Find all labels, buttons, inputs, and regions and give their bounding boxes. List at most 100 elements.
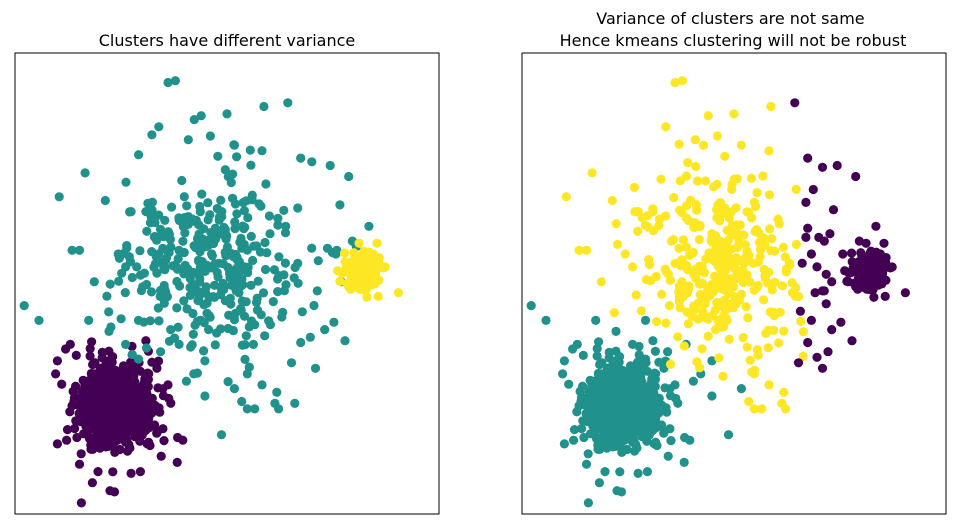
scatter-point-yellow xyxy=(765,224,775,234)
scatter-point-teal xyxy=(188,329,198,339)
scatter-point-yellow xyxy=(781,404,791,414)
scatter-point-yellow xyxy=(692,205,702,215)
scatter-point-teal xyxy=(182,201,192,211)
scatter-point-teal xyxy=(273,213,283,223)
scatter-point-purple xyxy=(76,498,86,508)
scatter-point-purple xyxy=(141,409,151,419)
scatter-point-teal xyxy=(707,391,717,401)
scatter-point-yellow xyxy=(719,295,730,305)
scatter-point-teal xyxy=(139,268,149,278)
scatter-point-yellow xyxy=(581,245,592,255)
scatter-point-yellow xyxy=(633,226,643,236)
scatter-point-teal xyxy=(149,262,159,272)
scatter-point-purple xyxy=(900,288,911,298)
scatter-point-teal xyxy=(583,449,593,459)
scatter-point-teal xyxy=(200,391,210,401)
scatter-point-teal xyxy=(615,411,625,421)
scatter-point-teal xyxy=(707,356,717,366)
scatter-point-teal xyxy=(120,288,130,298)
scatter-point-teal xyxy=(666,436,676,446)
scatter-point-teal xyxy=(229,252,239,262)
scatter-point-teal xyxy=(210,340,220,350)
scatter-point-yellow xyxy=(354,238,364,248)
scatter-point-yellow xyxy=(620,249,630,259)
scatter-point-purple xyxy=(74,459,85,469)
scatter-point-teal xyxy=(596,369,607,379)
scatter-point-yellow xyxy=(596,277,606,287)
scatter-point-teal xyxy=(220,247,230,257)
scatter-point-purple xyxy=(828,205,839,215)
scatter-point-purple xyxy=(795,306,806,316)
scatter-point-teal xyxy=(607,365,617,375)
scatter-point-teal xyxy=(242,404,252,414)
scatter-point-teal xyxy=(296,153,306,163)
scatter-point-purple xyxy=(85,434,95,444)
scatter-point-teal xyxy=(230,199,241,209)
scatter-point-yellow xyxy=(364,270,374,280)
scatter-point-yellow xyxy=(691,161,701,172)
scatter-point-yellow xyxy=(706,236,716,246)
scatter-point-teal xyxy=(204,325,214,335)
scatter-point-yellow xyxy=(561,192,571,202)
scatter-point-teal xyxy=(160,215,170,225)
scatter-point-teal xyxy=(159,280,169,291)
scatter-point-teal xyxy=(307,243,317,253)
scatter-point-purple xyxy=(108,411,118,421)
scatter-point-yellow xyxy=(758,171,768,181)
scatter-point-teal xyxy=(197,257,207,267)
scatter-point-purple xyxy=(93,467,103,477)
scatter-point-teal xyxy=(180,260,190,270)
scatter-point-teal xyxy=(277,312,287,322)
scatter-point-purple xyxy=(790,98,800,108)
scatter-point-yellow xyxy=(744,207,754,217)
scatter-point-yellow xyxy=(654,214,665,224)
scatter-point-yellow xyxy=(607,195,617,206)
scatter-point-purple xyxy=(879,238,889,248)
right-plot-title-line-1: Variance of clusters are not same xyxy=(596,9,864,28)
scatter-point-teal xyxy=(289,273,299,283)
scatter-point-yellow xyxy=(681,171,692,181)
scatter-point-yellow xyxy=(734,230,744,240)
scatter-point-teal xyxy=(637,432,647,442)
scatter-point-yellow xyxy=(794,291,804,302)
scatter-point-teal xyxy=(283,98,293,108)
scatter-point-teal xyxy=(155,257,165,267)
scatter-point-teal xyxy=(230,224,240,234)
scatter-point-teal xyxy=(230,308,241,318)
scatter-point-teal xyxy=(102,291,112,301)
scatter-point-teal xyxy=(280,258,290,268)
scatter-point-yellow xyxy=(764,146,774,156)
scatter-point-yellow xyxy=(714,251,724,261)
scatter-point-purple xyxy=(880,291,890,301)
scatter-point-teal xyxy=(163,77,173,88)
scatter-point-yellow xyxy=(373,291,383,301)
scatter-point-teal xyxy=(172,303,182,313)
scatter-point-purple xyxy=(854,236,865,246)
scatter-point-yellow xyxy=(348,279,358,289)
scatter-point-purple xyxy=(52,356,63,366)
scatter-point-teal xyxy=(581,408,591,419)
scatter-point-teal xyxy=(138,282,148,292)
scatter-point-purple xyxy=(803,153,813,163)
scatter-point-yellow xyxy=(636,306,647,316)
scatter-point-teal xyxy=(225,269,235,279)
scatter-point-teal xyxy=(105,279,115,289)
scatter-point-purple xyxy=(865,285,875,295)
scatter-point-teal xyxy=(237,396,247,407)
scatter-point-yellow xyxy=(754,228,764,238)
scatter-point-teal xyxy=(195,207,205,217)
scatter-point-yellow xyxy=(727,179,737,189)
scatter-point-teal xyxy=(192,286,202,296)
left-plot-title: Clusters have different variance xyxy=(99,31,355,50)
scatter-point-teal xyxy=(246,231,256,241)
scatter-point-yellow xyxy=(694,261,705,271)
scatter-point-yellow xyxy=(689,222,699,232)
scatter-point-teal xyxy=(643,391,653,401)
scatter-point-yellow xyxy=(749,369,759,379)
scatter-point-purple xyxy=(52,439,63,449)
scatter-point-purple xyxy=(126,468,136,478)
scatter-point-purple xyxy=(85,351,95,361)
scatter-point-purple xyxy=(827,325,837,335)
scatter-point-teal xyxy=(146,287,157,297)
scatter-point-teal xyxy=(232,263,242,273)
